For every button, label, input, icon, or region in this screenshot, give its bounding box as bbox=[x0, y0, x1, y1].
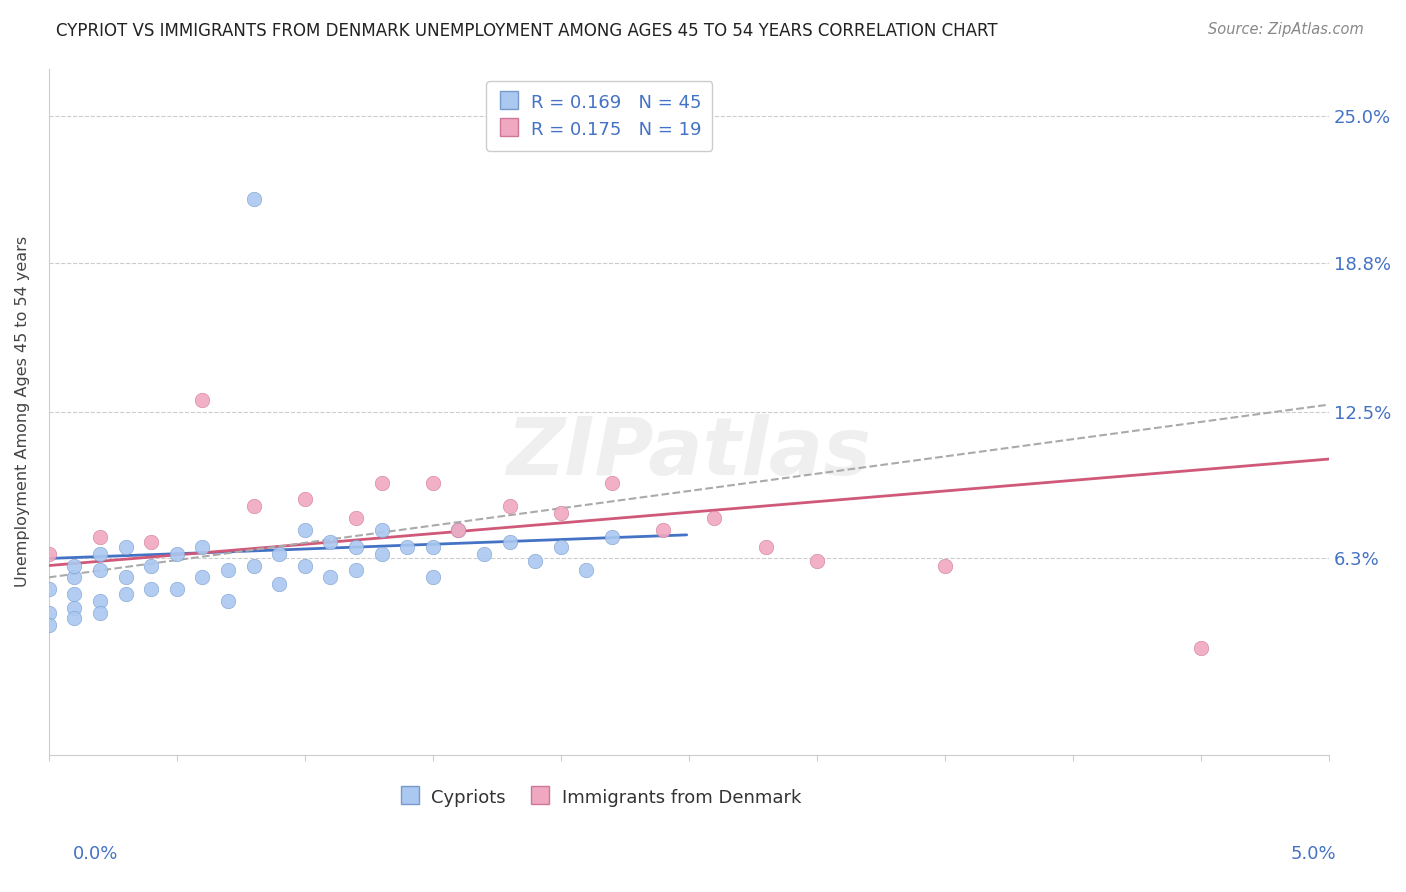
Point bbox=[217, 563, 239, 577]
Text: ZIPatlas: ZIPatlas bbox=[506, 414, 872, 491]
Point bbox=[422, 570, 444, 584]
Point bbox=[38, 617, 60, 632]
Point bbox=[344, 511, 367, 525]
Text: CYPRIOT VS IMMIGRANTS FROM DENMARK UNEMPLOYMENT AMONG AGES 45 TO 54 YEARS CORREL: CYPRIOT VS IMMIGRANTS FROM DENMARK UNEMP… bbox=[56, 22, 998, 40]
Point bbox=[294, 523, 316, 537]
Point bbox=[166, 582, 188, 597]
Point bbox=[396, 540, 419, 554]
Point bbox=[63, 610, 86, 624]
Point bbox=[89, 547, 111, 561]
Point bbox=[319, 570, 342, 584]
Point bbox=[38, 606, 60, 620]
Point bbox=[447, 523, 470, 537]
Y-axis label: Unemployment Among Ages 45 to 54 years: Unemployment Among Ages 45 to 54 years bbox=[15, 236, 30, 587]
Point bbox=[447, 523, 470, 537]
Point bbox=[114, 570, 136, 584]
Point bbox=[269, 577, 291, 591]
Point bbox=[63, 558, 86, 573]
Point bbox=[89, 530, 111, 544]
Point bbox=[63, 601, 86, 615]
Text: Source: ZipAtlas.com: Source: ZipAtlas.com bbox=[1208, 22, 1364, 37]
Point bbox=[242, 558, 264, 573]
Point bbox=[89, 594, 111, 608]
Point bbox=[498, 534, 520, 549]
Point bbox=[89, 606, 111, 620]
Point bbox=[141, 582, 163, 597]
Point bbox=[191, 570, 214, 584]
Point bbox=[806, 554, 828, 568]
Point bbox=[703, 511, 725, 525]
Point bbox=[370, 547, 392, 561]
Point bbox=[344, 563, 367, 577]
Point bbox=[294, 558, 316, 573]
Point bbox=[498, 500, 520, 514]
Point bbox=[550, 540, 572, 554]
Point bbox=[294, 492, 316, 507]
Point bbox=[191, 540, 214, 554]
Point bbox=[422, 475, 444, 490]
Point bbox=[242, 500, 264, 514]
Point bbox=[141, 558, 163, 573]
Point bbox=[114, 540, 136, 554]
Point bbox=[89, 563, 111, 577]
Point bbox=[755, 540, 778, 554]
Point bbox=[242, 192, 264, 206]
Point bbox=[600, 530, 623, 544]
Point bbox=[422, 540, 444, 554]
Point bbox=[575, 563, 598, 577]
Text: 5.0%: 5.0% bbox=[1291, 845, 1336, 863]
Point bbox=[166, 547, 188, 561]
Legend: Cypriots, Immigrants from Denmark: Cypriots, Immigrants from Denmark bbox=[389, 780, 808, 814]
Point bbox=[38, 547, 60, 561]
Point bbox=[1189, 641, 1212, 656]
Point bbox=[63, 570, 86, 584]
Text: 0.0%: 0.0% bbox=[73, 845, 118, 863]
Point bbox=[934, 558, 956, 573]
Point bbox=[269, 547, 291, 561]
Point bbox=[524, 554, 547, 568]
Point bbox=[472, 547, 495, 561]
Point bbox=[63, 587, 86, 601]
Point bbox=[652, 523, 675, 537]
Point bbox=[319, 534, 342, 549]
Point bbox=[550, 507, 572, 521]
Point bbox=[600, 475, 623, 490]
Point bbox=[217, 594, 239, 608]
Point bbox=[344, 540, 367, 554]
Point bbox=[141, 534, 163, 549]
Point bbox=[370, 523, 392, 537]
Point bbox=[191, 392, 214, 407]
Point bbox=[370, 475, 392, 490]
Point bbox=[38, 582, 60, 597]
Point bbox=[114, 587, 136, 601]
